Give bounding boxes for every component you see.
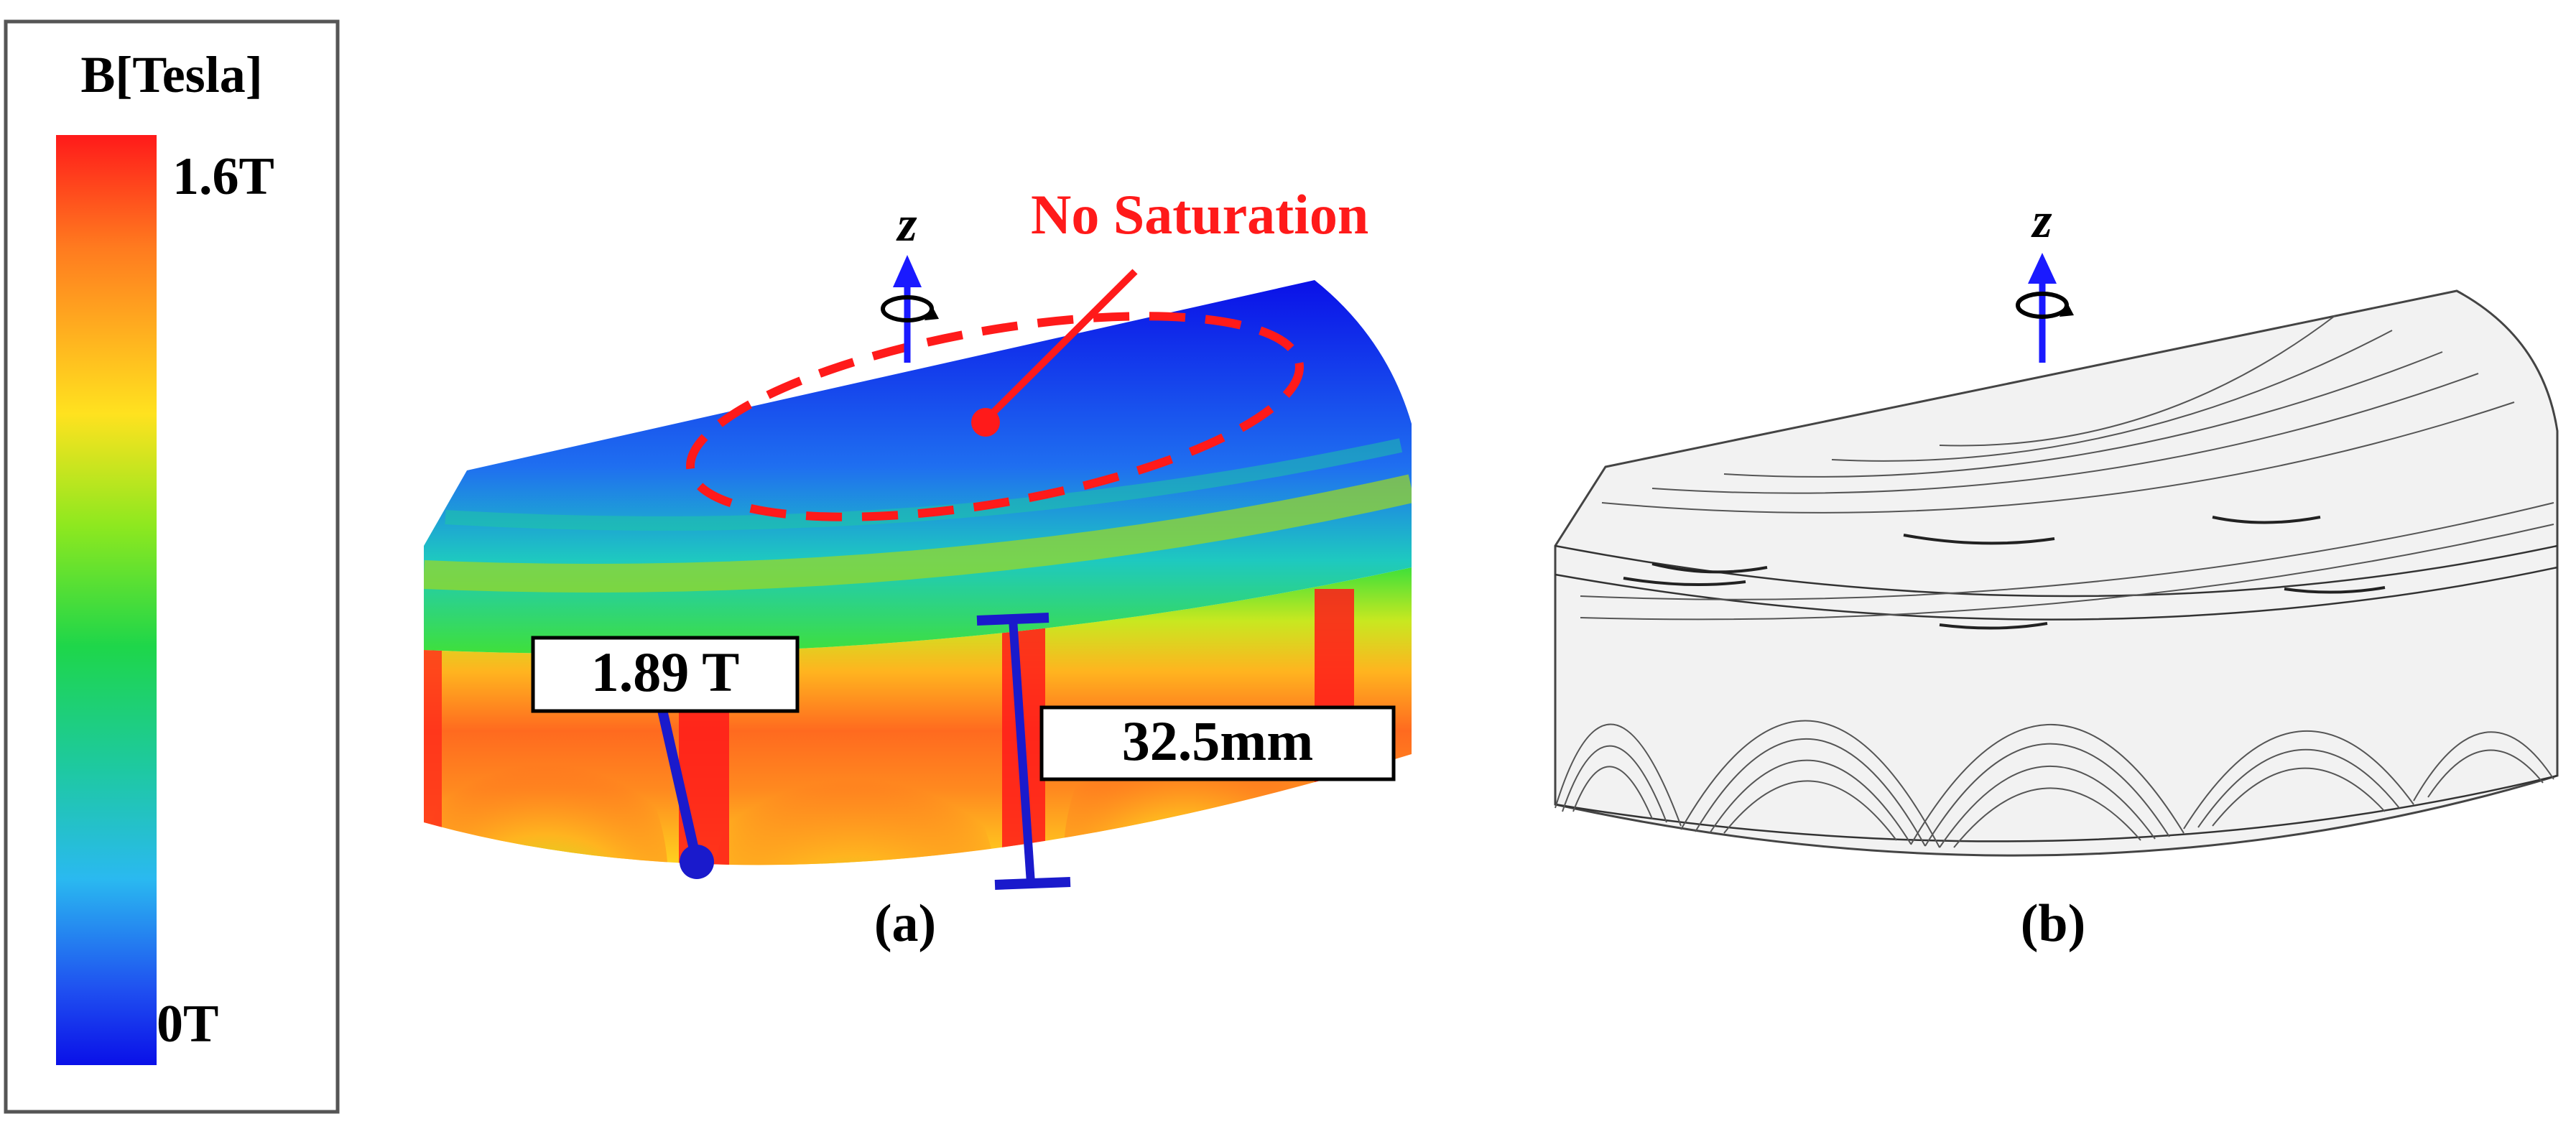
z-axis-arrowhead xyxy=(893,255,922,287)
panel-b-caption: (b) xyxy=(2021,894,2085,953)
panel-a-flux-density-plot: No Saturation z 1.89 T 32.5mm (a) xyxy=(424,183,1412,953)
z-axis-label-b: z xyxy=(2031,193,2052,249)
legend-min-label: 0T xyxy=(157,995,218,1054)
height-label: 32.5mm xyxy=(1122,710,1313,772)
legend-frame xyxy=(4,19,340,1114)
colorbar-legend: B[Tesla] 1.6T 0T xyxy=(4,19,340,1114)
no-saturation-label: No Saturation xyxy=(1031,183,1368,246)
flux-leader xyxy=(656,702,702,863)
flux-marker xyxy=(680,845,714,879)
top-flux-contours xyxy=(1580,315,2554,621)
z-axis-label: z xyxy=(896,197,917,252)
height-dimension-bottom xyxy=(994,877,1071,890)
no-saturation-leader xyxy=(983,269,1138,423)
panel-a-caption: (a) xyxy=(874,894,936,953)
z-axis-arrowhead-b xyxy=(2028,253,2057,284)
flux-label-box xyxy=(531,636,800,713)
stator-outline xyxy=(1554,289,2559,857)
rotation-arrowhead-icon xyxy=(925,305,939,320)
rotation-arrowhead-icon-b xyxy=(2060,302,2074,317)
side-flux-contours xyxy=(1555,720,2554,848)
height-label-box xyxy=(1039,705,1396,781)
dense-flux-regions xyxy=(1623,516,2386,630)
legend-title: B[Tesla] xyxy=(80,46,262,103)
flux-label: 1.89 T xyxy=(591,641,740,703)
colorbar-gradient xyxy=(56,135,157,1065)
no-saturation-region xyxy=(686,312,1304,521)
no-saturation-marker xyxy=(971,408,1000,437)
panel-b-flux-line-plot xyxy=(1554,253,2559,857)
stator-top-surface xyxy=(424,280,1412,654)
legend-max-label: 1.6T xyxy=(172,147,274,206)
height-dimension-line xyxy=(1009,618,1035,884)
height-dimension-top xyxy=(976,613,1050,626)
